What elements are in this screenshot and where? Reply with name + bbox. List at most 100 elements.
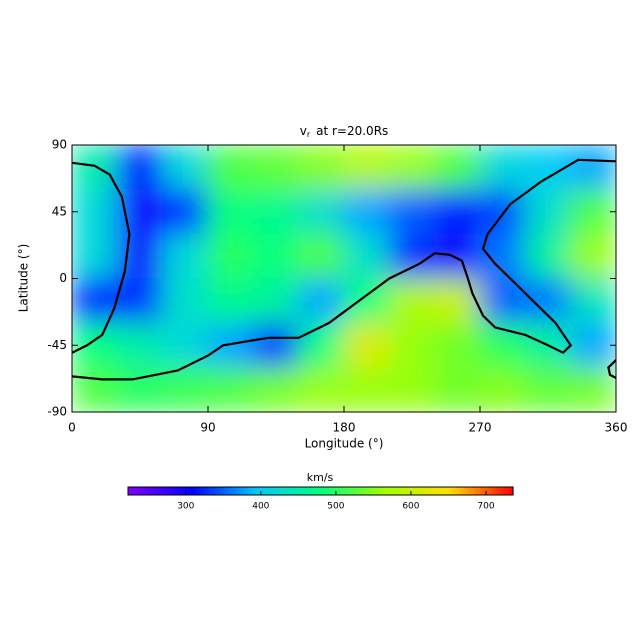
colorbar-step	[161, 487, 165, 495]
heat-cell	[116, 322, 164, 368]
colorbar-step	[173, 487, 177, 495]
y-axis-label: Latitude (°)	[17, 244, 31, 313]
colorbar-step	[221, 487, 225, 495]
heat-cell	[343, 189, 390, 235]
colorbar-label: km/s	[307, 471, 334, 484]
colorbar-step	[131, 487, 135, 495]
colorbar-step	[398, 487, 403, 495]
heat-cell	[479, 278, 526, 324]
colorbar-step	[215, 487, 219, 495]
y-tick-label: 45	[52, 204, 67, 218]
heat-cell	[434, 189, 481, 235]
colorbar-step	[476, 487, 481, 495]
colorbar-step	[419, 487, 424, 495]
colorbar-step	[236, 487, 240, 495]
colorbar-step	[185, 487, 189, 495]
colorbar-step	[158, 487, 162, 495]
colorbar-step	[218, 487, 222, 495]
colorbar-step	[293, 487, 298, 495]
heat-cell	[162, 367, 209, 412]
y-tick-label: 90	[52, 138, 67, 152]
colorbar-step	[134, 487, 138, 495]
colorbar-step	[359, 487, 364, 495]
colorbar-step	[449, 487, 454, 495]
plot-clip	[72, 145, 616, 412]
colorbar-step	[137, 487, 141, 495]
heat-cell	[343, 278, 390, 324]
colorbar-step	[212, 487, 216, 495]
colorbar-step	[341, 487, 346, 495]
heat-cell	[434, 367, 481, 412]
colorbar-step	[320, 487, 325, 495]
colorbar-step	[305, 487, 310, 495]
heat-cell	[207, 233, 254, 279]
title-symbol: v	[300, 124, 307, 138]
heat-cell	[207, 367, 254, 412]
colorbar-step	[242, 487, 246, 495]
heat-cell	[72, 189, 118, 235]
heat-cell	[524, 189, 572, 235]
heat-cell	[207, 322, 254, 368]
colorbar-step	[254, 487, 258, 495]
x-tick-label: 180	[333, 421, 356, 435]
colorbar-step	[497, 487, 502, 495]
heat-cell	[252, 145, 300, 190]
colorbar-step	[284, 487, 289, 495]
colorbar-step	[332, 487, 337, 495]
colorbar-step	[344, 487, 349, 495]
colorbar-step	[416, 487, 421, 495]
heat-cell	[162, 145, 209, 190]
colorbar-step	[245, 487, 249, 495]
heat-cell	[298, 145, 345, 190]
colorbar-step	[155, 487, 159, 495]
colorbar-step	[362, 487, 367, 495]
colorbar-step	[266, 487, 270, 495]
heat-cell	[162, 322, 209, 368]
colorbar-step	[443, 487, 448, 495]
colorbar-step	[500, 487, 505, 495]
colorbar-step	[317, 487, 322, 495]
colorbar-step	[455, 487, 460, 495]
colorbar-step	[227, 487, 231, 495]
colorbar-step	[404, 487, 409, 495]
heat-cell	[162, 189, 209, 235]
colorbar-step	[482, 487, 487, 495]
heat-cell	[570, 322, 616, 368]
x-tick-label: 0	[68, 421, 76, 435]
colorbar-step	[311, 487, 316, 495]
colorbar-tick-label: 500	[327, 502, 344, 512]
heat-cell	[72, 322, 118, 368]
colorbar-step	[206, 487, 210, 495]
heat-cell	[570, 145, 616, 190]
colorbar-step	[347, 487, 352, 495]
heat-cell	[72, 145, 118, 190]
heat-cell	[434, 278, 481, 324]
colorbar-step	[149, 487, 153, 495]
colorbar-step	[314, 487, 319, 495]
heat-cell	[298, 189, 345, 235]
colorbar-step	[410, 487, 415, 495]
colorbar-tick-label: 600	[402, 502, 419, 512]
colorbar-step	[338, 487, 343, 495]
heat-cell	[72, 367, 118, 412]
title-subscript: r	[307, 130, 311, 139]
colorbar-frame	[127, 486, 514, 496]
heat-cell	[207, 189, 254, 235]
neutral-line	[72, 158, 616, 381]
colorbar-step	[431, 487, 436, 495]
colorbar-step	[302, 487, 307, 495]
colorbar-step	[353, 487, 358, 495]
y-tick-label: 0	[59, 271, 67, 285]
colorbar-step	[461, 487, 466, 495]
heat-cell	[207, 278, 254, 324]
colorbar-step	[287, 487, 292, 495]
colorbar-step	[197, 487, 201, 495]
heat-cell	[252, 322, 300, 368]
colorbar-step	[446, 487, 451, 495]
colorbar-step	[176, 487, 180, 495]
heat-cell	[207, 145, 254, 190]
colorbar-step	[164, 487, 168, 495]
heat-cell	[570, 189, 616, 235]
colorbar-step	[179, 487, 183, 495]
